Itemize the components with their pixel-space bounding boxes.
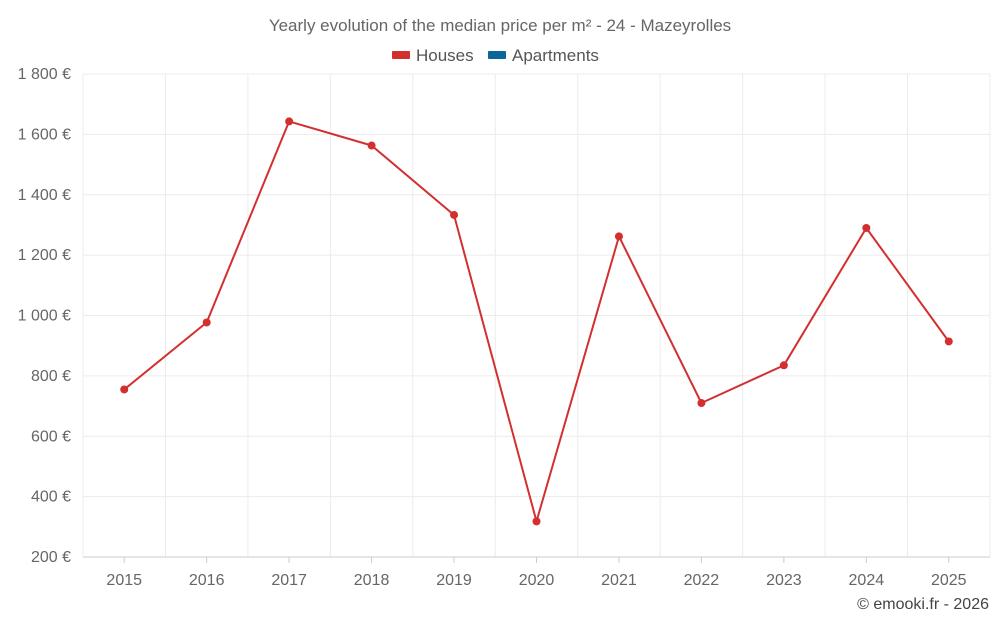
data-point[interactable]	[450, 210, 459, 219]
legend-item-houses[interactable]: Houses	[392, 46, 474, 65]
data-point[interactable]	[944, 337, 953, 346]
data-point[interactable]	[285, 117, 294, 126]
data-point[interactable]	[532, 517, 541, 526]
grid	[82, 73, 991, 557]
legend-label-apartments: Apartments	[512, 46, 599, 65]
y-axis: 200 € 400 € 600 € 800 € 1 000 € 1 200 € 1 400 …	[18, 66, 71, 566]
x-tick-label: 2023	[766, 572, 802, 589]
data-point[interactable]	[779, 361, 788, 370]
x-tick-label: 2019	[436, 572, 472, 589]
y-tick-label: 1 000 €	[18, 308, 71, 325]
x-tick-label: 2021	[601, 572, 637, 589]
x-tick-label: 2024	[849, 572, 885, 589]
data-point[interactable]	[202, 318, 211, 327]
data-point[interactable]	[120, 385, 129, 394]
x-tick-label: 2017	[271, 572, 307, 589]
x-tick-label: 2022	[684, 572, 720, 589]
y-tick-label: 600 €	[31, 428, 71, 445]
y-tick-label: 1 800 €	[18, 66, 71, 83]
x-tick-label: 2025	[931, 572, 967, 589]
x-tick-label: 2018	[354, 572, 390, 589]
legend-item-apartments[interactable]: Apartments	[488, 46, 599, 65]
credit-text: © emooki.fr - 2026	[857, 596, 989, 613]
y-tick-label: 400 €	[31, 489, 71, 506]
legend-swatch-apartments	[488, 51, 506, 59]
y-tick-label: 1 200 €	[18, 247, 71, 264]
data-point[interactable]	[367, 141, 376, 150]
y-tick-label: 200 €	[31, 549, 71, 566]
x-tick-label: 2016	[189, 572, 225, 589]
x-tick-label: 2015	[106, 572, 142, 589]
y-tick-label: 1 400 €	[18, 187, 71, 204]
x-axis: 2015 2016 2017 2018 2019 2020 2021 2022 2023 2024…	[83, 556, 990, 589]
legend: Houses Apartments	[392, 46, 599, 65]
chart-title: Yearly evolution of the median price per…	[269, 16, 731, 35]
legend-label-houses: Houses	[416, 46, 474, 65]
y-tick-label: 1 600 €	[18, 126, 71, 143]
legend-swatch-houses	[392, 51, 410, 59]
data-point[interactable]	[697, 399, 706, 408]
data-point[interactable]	[614, 232, 623, 241]
series-houses	[120, 117, 953, 526]
x-tick-label: 2020	[519, 572, 555, 589]
y-tick-label: 800 €	[31, 368, 71, 385]
data-point[interactable]	[862, 223, 871, 232]
